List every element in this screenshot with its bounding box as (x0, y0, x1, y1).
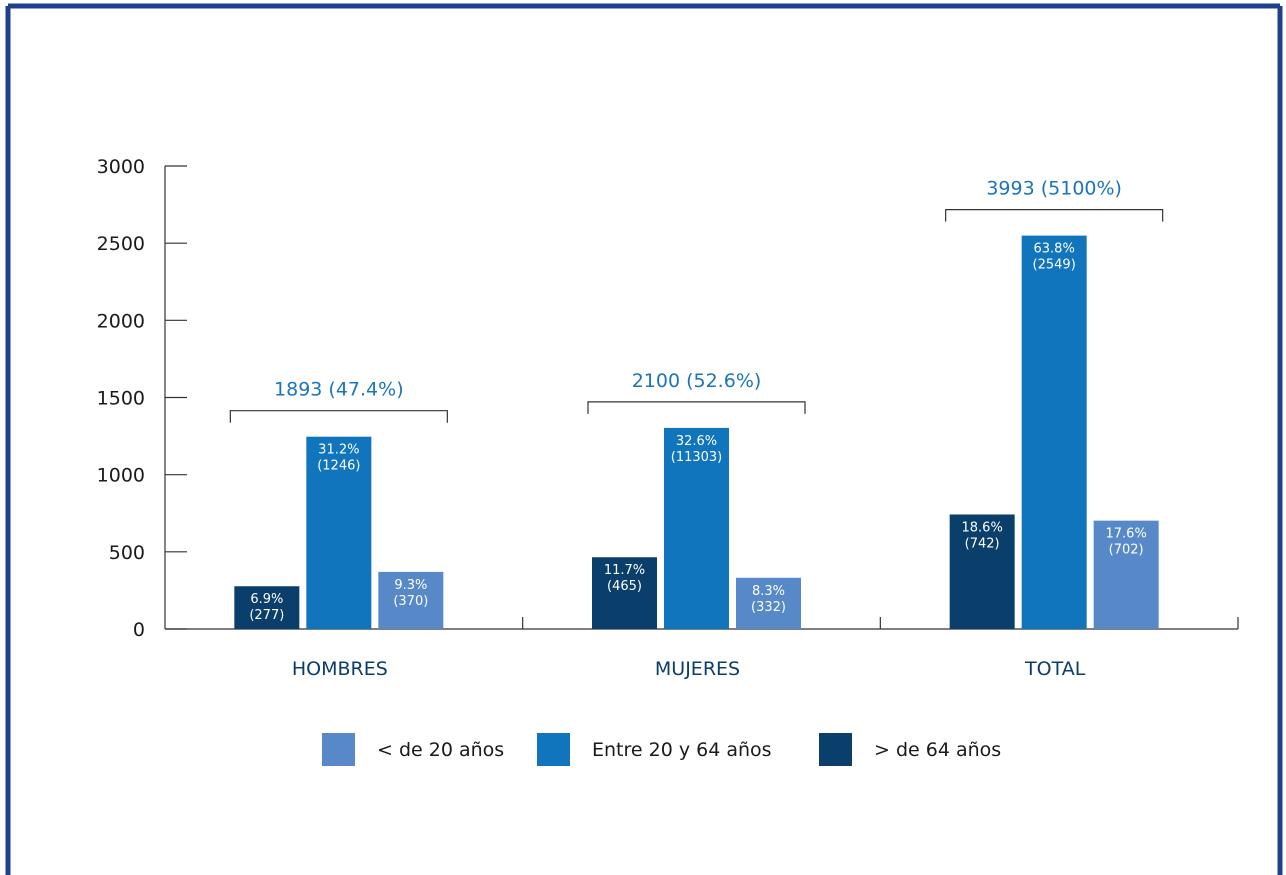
legend-swatch (537, 733, 570, 766)
bar-count-label: (1246) (317, 459, 360, 474)
group-total-label: 3993 (5100%) (986, 178, 1122, 200)
group-bracket (945, 209, 1164, 222)
bar-count-label: (702) (1109, 543, 1144, 558)
bar-percent-label: 32.6% (676, 434, 717, 449)
bar-count-label: (370) (393, 594, 428, 609)
y-tick-label: 500 (109, 542, 145, 564)
bar (1021, 235, 1087, 629)
group-total-label: 2100 (52.6%) (632, 370, 762, 392)
bar-percent-label: 31.2% (318, 443, 359, 458)
bar (664, 427, 729, 629)
y-tick-label: 0 (133, 619, 145, 641)
bar-percent-label: 17.6% (1106, 527, 1147, 542)
category-label: MUJERES (655, 658, 740, 680)
group-bracket (229, 410, 448, 423)
bar (234, 586, 300, 629)
bar-percent-label: 9.3% (394, 578, 427, 593)
bar-count-label: (11303) (671, 450, 723, 465)
legend-label: < de 20 años (377, 739, 504, 761)
bar (378, 571, 444, 629)
bar (306, 436, 372, 629)
bar-count-label: (332) (751, 600, 786, 615)
y-tick-label: 1500 (97, 388, 145, 410)
y-tick-label: 1000 (97, 465, 145, 487)
bar (949, 514, 1015, 629)
legend-label: > de 64 años (874, 739, 1001, 761)
bar-percent-label: 6.9% (250, 592, 283, 607)
bar-count-label: (2549) (1033, 258, 1076, 273)
bar-percent-label: 63.8% (1034, 242, 1075, 257)
legend-swatch (322, 733, 355, 766)
legend-swatch (819, 733, 852, 766)
bar-percent-label: 18.6% (962, 520, 1003, 535)
category-label: HOMBRES (292, 658, 388, 680)
legend-label: Entre 20 y 64 años (592, 739, 772, 761)
bar-count-label: (742) (965, 536, 1000, 551)
bar-count-label: (465) (607, 579, 642, 594)
bar-count-label: (277) (249, 608, 284, 623)
group-total-label: 1893 (47.4%) (274, 379, 404, 401)
y-tick-label: 2000 (97, 310, 145, 332)
y-tick-label: 2500 (97, 233, 145, 255)
bar-percent-label: 8.3% (752, 584, 785, 599)
bar (592, 557, 657, 629)
group-bracket (587, 401, 806, 414)
bar (1093, 520, 1159, 629)
y-tick-label: 3000 (97, 156, 145, 178)
category-label: TOTAL (1024, 658, 1086, 680)
bar (736, 577, 801, 629)
bar-percent-label: 11.7% (604, 563, 645, 578)
